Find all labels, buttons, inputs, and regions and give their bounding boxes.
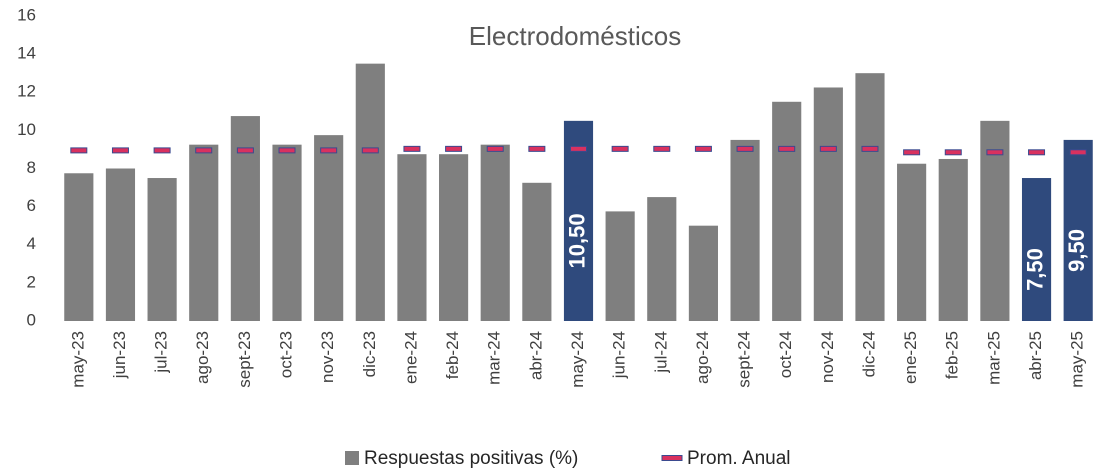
- x-tick-label: jul-24: [651, 331, 670, 374]
- average-marker: [528, 145, 546, 152]
- average-marker: [903, 149, 921, 156]
- y-tick-label: 4: [27, 234, 36, 253]
- average-marker: [445, 145, 463, 152]
- x-tick-label: jun-24: [610, 331, 629, 379]
- x-tick-label: abr-25: [1026, 331, 1045, 380]
- legend-swatch: [661, 455, 683, 461]
- bar: [688, 225, 718, 321]
- y-tick-label: 6: [27, 196, 36, 215]
- x-tick-label: jul-23: [152, 331, 171, 374]
- average-marker: [486, 145, 504, 152]
- average-marker: [653, 145, 671, 152]
- x-tick-label: may-25: [1068, 331, 1087, 388]
- bar: [813, 87, 843, 321]
- data-label: 9,50: [1064, 229, 1089, 272]
- legend-label: Respuestas positivas (%): [364, 448, 578, 469]
- y-tick-label: 2: [27, 272, 36, 291]
- x-tick-label: ene-24: [401, 331, 420, 384]
- bar: [772, 101, 802, 321]
- bar: [897, 163, 927, 321]
- y-tick-label: 14: [17, 44, 36, 63]
- average-marker: [1069, 149, 1087, 156]
- average-marker: [570, 145, 587, 152]
- average-marker: [694, 145, 712, 152]
- average-marker: [361, 147, 379, 154]
- average-marker: [819, 145, 837, 152]
- bar: [1063, 139, 1093, 321]
- x-tick-label: dic-24: [859, 331, 878, 377]
- legend-label: Prom. Anual: [687, 448, 791, 469]
- bar: [1021, 178, 1052, 321]
- average-marker: [986, 149, 1004, 156]
- bar: [730, 139, 760, 321]
- average-marker: [278, 147, 296, 154]
- y-tick-label: 0: [27, 310, 36, 329]
- x-tick-label: mar-25: [984, 331, 1003, 385]
- average-marker: [403, 145, 421, 152]
- average-marker: [153, 147, 171, 154]
- x-tick-label: dic-23: [360, 331, 379, 377]
- x-tick-label: mar-24: [485, 331, 504, 385]
- average-marker: [1028, 149, 1046, 156]
- x-tick-label: ago-23: [193, 331, 212, 384]
- x-tick-label: oct-24: [776, 331, 795, 378]
- bar: [647, 197, 677, 321]
- bar: [64, 173, 94, 321]
- x-tick-label: oct-23: [277, 331, 296, 378]
- x-tick-label: ene-25: [901, 331, 920, 384]
- data-label: 10,50: [564, 213, 589, 268]
- x-tick-label: nov-24: [818, 331, 837, 383]
- average-marker: [611, 145, 629, 152]
- average-marker: [944, 149, 962, 156]
- bar: [938, 158, 968, 321]
- bar: [272, 144, 302, 321]
- y-tick-label: 12: [17, 82, 36, 101]
- bar: [480, 144, 510, 321]
- x-tick-label: sept-24: [735, 331, 754, 388]
- bar: [314, 135, 344, 321]
- x-tick-label: abr-24: [526, 331, 545, 380]
- bar: [605, 211, 635, 321]
- x-tick-label: nov-23: [318, 331, 337, 383]
- bar: [230, 116, 260, 321]
- bar: [105, 168, 136, 321]
- average-marker: [195, 147, 213, 154]
- bar: [355, 63, 385, 321]
- x-tick-label: feb-24: [443, 331, 462, 379]
- bar: [563, 120, 594, 321]
- x-tick-label: jun-23: [110, 331, 129, 379]
- y-tick-label: 16: [17, 5, 36, 24]
- bar: [397, 154, 427, 321]
- legend-swatch: [345, 451, 359, 465]
- bar: [189, 144, 219, 321]
- x-tick-label: sept-23: [235, 331, 254, 388]
- average-marker: [320, 147, 338, 154]
- bar: [855, 73, 885, 321]
- bar: [147, 178, 177, 321]
- bar: [522, 182, 552, 321]
- average-marker: [778, 145, 796, 152]
- y-tick-label: 10: [17, 120, 36, 139]
- chart-title: Electrodomésticos: [469, 21, 681, 51]
- x-tick-label: may-23: [68, 331, 87, 388]
- average-marker: [736, 145, 754, 152]
- data-label: 7,50: [1022, 248, 1047, 291]
- x-tick-label: may-24: [568, 331, 587, 388]
- bar: [439, 154, 469, 321]
- x-tick-label: ago-24: [693, 331, 712, 384]
- y-tick-label: 8: [27, 158, 36, 177]
- average-marker: [236, 147, 254, 154]
- x-tick-label: feb-25: [943, 331, 962, 379]
- average-marker: [861, 145, 879, 152]
- average-marker: [70, 147, 88, 154]
- average-marker: [111, 147, 129, 154]
